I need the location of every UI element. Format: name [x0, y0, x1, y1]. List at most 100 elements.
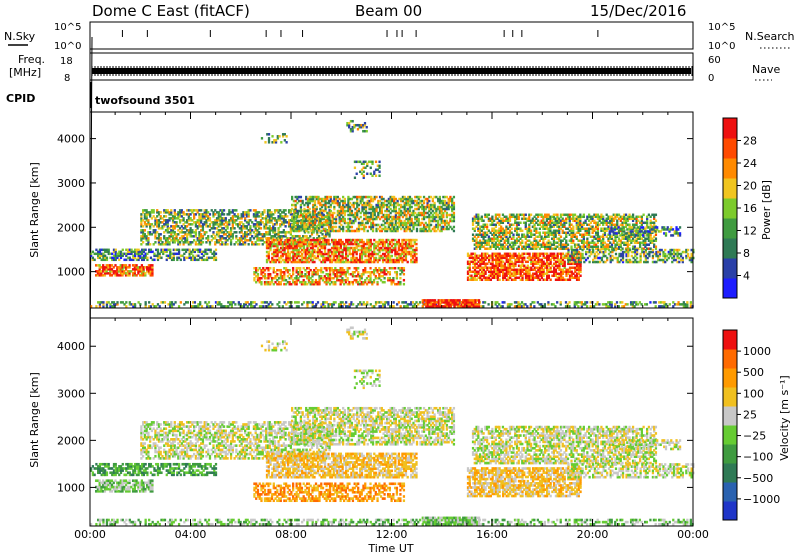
power-cell: [424, 197, 427, 201]
power-cell: [436, 213, 440, 217]
power-cell: [476, 299, 479, 302]
power-cell: [502, 272, 505, 276]
power-cell: [242, 235, 245, 238]
power-cell: [367, 250, 371, 254]
power-cell: [315, 244, 318, 248]
power-cell: [332, 301, 335, 304]
power-cell: [328, 231, 331, 234]
power-cell: [193, 209, 196, 212]
power-cell: [431, 213, 434, 217]
power-cell: [482, 272, 485, 276]
power-cell: [326, 213, 329, 216]
power-cell: [385, 217, 389, 221]
power-cell: [148, 250, 151, 254]
power-cell: [500, 266, 503, 270]
power-cell: [140, 213, 143, 216]
power-cell: [371, 207, 375, 211]
power-cell: [404, 258, 408, 262]
power-cell: [265, 282, 268, 286]
power-cell: [394, 254, 397, 258]
power-cell: [334, 242, 337, 246]
power-cell: [405, 217, 408, 221]
power-cell: [364, 215, 368, 219]
power-cell: [387, 260, 390, 264]
power-cell: [315, 213, 318, 217]
power-cell: [254, 241, 257, 244]
power-cell: [363, 223, 366, 227]
power-cell: [421, 227, 424, 231]
power-cell: [177, 256, 181, 260]
power-cell: [265, 280, 268, 284]
power-cell: [128, 272, 131, 275]
power-cell: [185, 235, 189, 238]
power-cell: [390, 248, 394, 252]
power-cell: [207, 225, 210, 228]
power-cell: [406, 238, 409, 242]
power-cell: [361, 205, 364, 209]
nave-tick-top: 60: [708, 55, 721, 66]
power-cell: [322, 223, 325, 227]
power-cell: [426, 205, 429, 209]
power-cell: [196, 219, 199, 222]
power-cell: [479, 268, 482, 272]
power-cell: [387, 221, 390, 225]
power-cell: [130, 270, 133, 273]
power-cell: [141, 252, 144, 256]
power-cell: [295, 248, 299, 252]
power-cell: [267, 305, 270, 308]
power-cell: [370, 221, 373, 225]
power-cell: [491, 260, 494, 264]
power-cell: [297, 258, 300, 262]
power-cell: [498, 278, 501, 282]
power-cell: [469, 301, 472, 304]
power-cell: [329, 229, 332, 233]
power-cell: [161, 227, 164, 230]
power-cell: [216, 303, 219, 306]
power-cell: [164, 243, 168, 246]
power-cell: [242, 223, 245, 226]
power-cell: [199, 256, 202, 260]
power-cell: [170, 305, 174, 308]
power-cell: [397, 280, 400, 284]
power-cell: [289, 229, 293, 232]
power-cell: [342, 225, 345, 229]
power-cell: [433, 299, 437, 302]
power-cell: [505, 254, 508, 258]
power-cell: [341, 250, 344, 254]
power-cell: [357, 195, 361, 199]
power-cell: [308, 256, 311, 260]
power-cell: [193, 258, 197, 262]
power-cell: [119, 250, 123, 254]
power-cell: [261, 213, 264, 216]
power-cell: [341, 305, 344, 308]
power-cell: [522, 305, 525, 308]
power-cell: [121, 268, 124, 271]
power-cell: [580, 301, 583, 304]
power-cell: [442, 213, 445, 217]
power-cell: [502, 268, 505, 272]
power-cell: [338, 209, 341, 213]
power-cell: [503, 254, 507, 258]
power-cell: [399, 242, 402, 246]
power-cell: [297, 260, 300, 264]
power-cell: [271, 258, 274, 262]
power-cell: [327, 201, 331, 205]
power-cell: [467, 303, 470, 306]
power-cell: [603, 303, 606, 306]
power-cell: [167, 303, 170, 306]
power-cell: [407, 201, 410, 205]
power-cell: [428, 215, 431, 219]
power-cell: [314, 266, 318, 270]
power-cell: [400, 205, 403, 209]
power-cell: [275, 233, 278, 236]
power-cell: [292, 270, 295, 274]
power-cell: [301, 244, 304, 248]
power-cell: [329, 205, 332, 209]
power-cell: [309, 246, 313, 250]
power-cell: [286, 248, 290, 252]
power-cell: [398, 209, 401, 213]
power-cell: [343, 209, 347, 213]
power-cell: [445, 219, 449, 223]
power-cell: [498, 264, 501, 268]
power-cell: [327, 199, 331, 203]
